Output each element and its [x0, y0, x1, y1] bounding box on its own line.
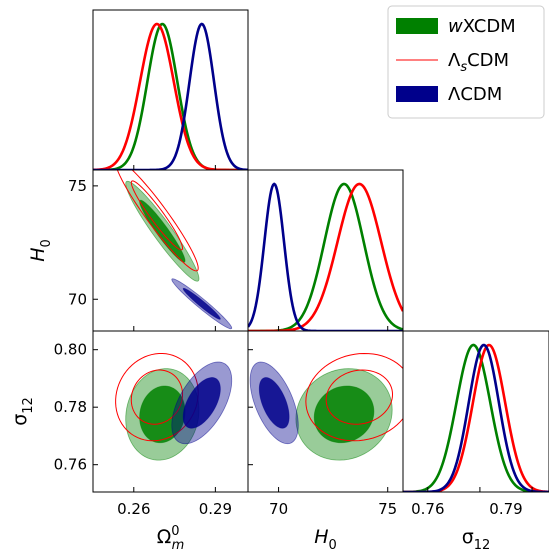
contour-panel-H0-sigma12 — [249, 352, 403, 461]
contour-wxcdm-Omega_m0-sigma12-68 — [139, 385, 186, 444]
axis-labels: Ω0 m H0 σ12 H0 σ12 — [9, 239, 490, 553]
panel-frames — [92, 9, 549, 493]
xlabel-h0: H0 — [314, 526, 337, 553]
contour-lscdm-Omega_m0-sigma12-68 — [130, 369, 184, 425]
xtick-label-H0: 75 — [378, 500, 397, 518]
ytick-label-H0: 75 — [68, 177, 87, 195]
contour-lcdm-Omega_m0-sigma12-68 — [182, 377, 221, 429]
xtick-label-Omega_m0: 0.29 — [199, 500, 232, 518]
contour-panel-Omega_m0-sigma12 — [115, 352, 233, 461]
posterior-panel-H0 — [248, 182, 403, 331]
contour-wxcdm-H0-sigma12-68 — [313, 385, 375, 444]
xlabel-omega-m: Ω0 m — [157, 524, 184, 553]
legend-swatch-lcdm — [396, 86, 438, 102]
posterior-panel-sigma12 — [403, 343, 549, 492]
panel-frame-sigma12-sigma12 — [402, 330, 549, 493]
legend-swatch-wxcdm — [396, 18, 438, 34]
xlabel-sigma12: σ12 — [462, 526, 491, 553]
contour-lcdm-H0-sigma12-68 — [258, 377, 290, 429]
posterior-lcdm-sigma12 — [403, 343, 549, 492]
posterior-lscdm-H0 — [248, 182, 403, 331]
contour-lcdm-Omega_m0-H0-68 — [182, 287, 221, 320]
contour-lscdm-H0-sigma12-95 — [305, 352, 403, 442]
ytick-label-sigma12: 0.76 — [54, 456, 87, 474]
xtick-label-H0: 70 — [269, 500, 288, 518]
contour-lscdm-Omega_m0-H0-95 — [116, 170, 199, 272]
legend-label-lscdm: ΛsCDM — [448, 50, 509, 75]
posterior-lcdm-H0 — [248, 182, 403, 331]
contour-lscdm-Omega_m0-H0-68 — [130, 180, 184, 251]
posterior-panel-Omega_m0 — [93, 22, 248, 170]
ytick-label-sigma12: 0.80 — [54, 341, 87, 359]
ytick-label-H0: 70 — [68, 290, 87, 308]
contour-panel-Omega_m0-H0 — [116, 170, 233, 330]
legend-label-lcdm: ΛCDM — [448, 84, 502, 105]
contour-layer — [115, 170, 403, 461]
xtick-label-sigma12: 0.76 — [411, 500, 444, 518]
tick-layer: 0.26 0.29 70 75 0.76 0.79 75 70 0.80 0.78 0.76 — [54, 165, 533, 518]
contour-lscdm-H0-sigma12-68 — [325, 369, 394, 425]
posterior-wxcdm-H0 — [248, 182, 403, 331]
ylabel-sigma12: σ12 — [9, 397, 36, 426]
ytick-label-sigma12: 0.78 — [54, 398, 87, 416]
xtick-label-Omega_m0: 0.26 — [117, 500, 150, 518]
xtick-label-sigma12: 0.79 — [489, 500, 522, 518]
legend: wXCDM ΛsCDM ΛCDM — [387, 5, 545, 119]
posterior-lcdm-Omega_m0 — [93, 22, 248, 170]
ylabel-h0: H0 — [27, 239, 54, 262]
contour-wxcdm-Omega_m0-H0-68 — [139, 199, 186, 263]
legend-label-wxcdm: wXCDM — [448, 16, 516, 37]
